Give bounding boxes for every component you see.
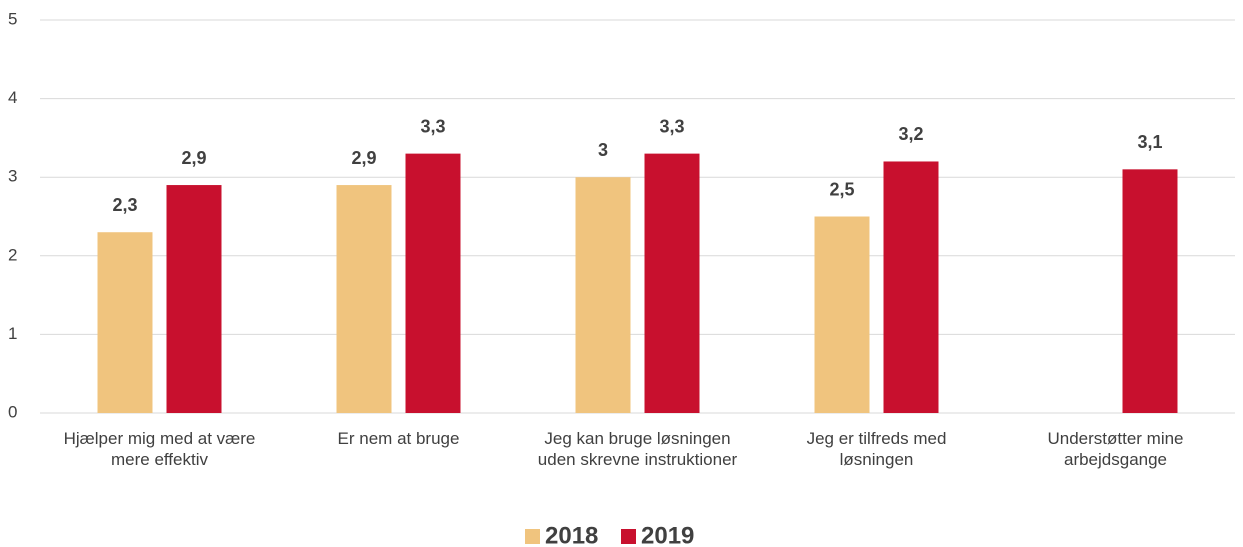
value-label: 3,1 (1137, 132, 1162, 152)
x-tick-label: Jeg er tilfreds med løsningen (806, 429, 947, 469)
x-tick-label: Hjælper mig med at være mere effektiv (63, 429, 256, 469)
value-label: 2,9 (351, 148, 376, 168)
legend-swatch (621, 529, 636, 544)
bar (575, 177, 631, 413)
value-label: 3,2 (898, 124, 923, 144)
legend-swatch (525, 529, 540, 544)
value-label: 3,3 (420, 116, 445, 136)
value-label: 2,5 (829, 179, 854, 199)
bar (883, 161, 939, 413)
value-label: 3,3 (659, 116, 684, 136)
x-tick-label: Jeg kan bruge løsningen uden skrevne ins… (537, 429, 738, 469)
y-tick-label: 3 (8, 167, 17, 186)
bar (166, 185, 222, 413)
bar (336, 185, 392, 413)
bar (405, 153, 461, 413)
y-tick-label: 2 (8, 245, 17, 264)
bar (1122, 169, 1178, 413)
y-tick-label: 4 (8, 88, 17, 107)
x-tick-label: Er nem at bruge (337, 429, 460, 448)
value-label: 2,3 (112, 195, 137, 215)
bar (97, 232, 153, 413)
value-label: 3 (598, 140, 608, 160)
y-tick-label: 5 (8, 9, 17, 28)
value-label: 2,9 (181, 148, 206, 168)
legend-label: 2018 (545, 522, 598, 547)
bar (644, 153, 700, 413)
x-tick-label: Understøtter mine arbejdsgange (1047, 429, 1184, 469)
legend-label: 2019 (641, 522, 694, 547)
y-tick-label: 1 (8, 324, 17, 343)
bar (814, 216, 870, 413)
y-tick-label: 0 (8, 402, 17, 421)
